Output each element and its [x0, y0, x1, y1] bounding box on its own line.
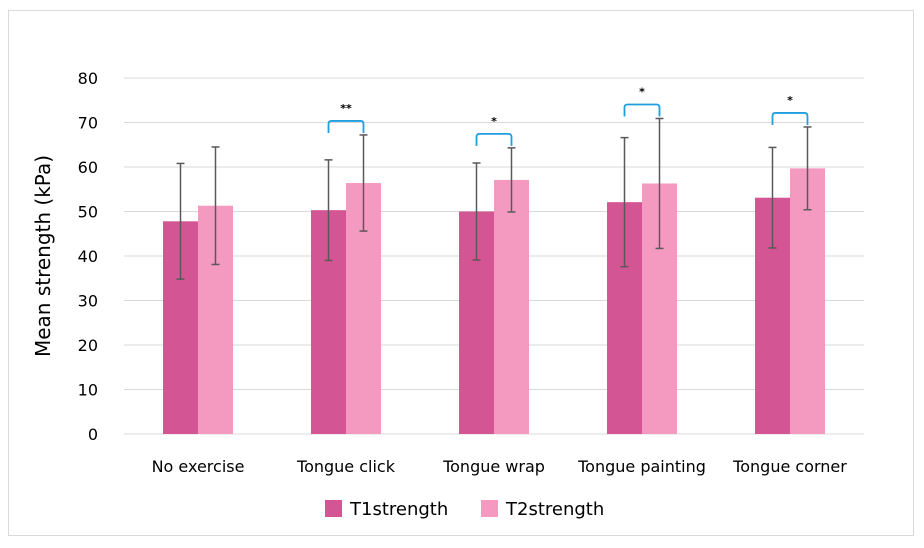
y-tick-label: 50 — [78, 203, 98, 222]
category-label: Tongue click — [296, 457, 396, 476]
y-tick-label: 60 — [78, 158, 98, 177]
y-tick-labels: 0 10 20 30 40 50 60 70 80 — [78, 69, 98, 444]
category-label: Tongue wrap — [442, 457, 545, 476]
bar-t2strength — [494, 179, 529, 434]
y-axis-title: Mean strength (kPa) — [31, 155, 55, 357]
significance-marker: ** — [340, 102, 352, 115]
significance-bracket — [327, 120, 365, 133]
category-label: Tongue painting — [577, 457, 706, 476]
bars — [163, 168, 825, 434]
significance-bracket — [475, 132, 513, 146]
category-label: Tongue corner — [732, 457, 847, 476]
y-tick-label: 0 — [88, 425, 98, 444]
y-tick-label: 20 — [78, 336, 98, 355]
category-label: No exercise — [152, 457, 245, 476]
significance-marker: * — [491, 115, 497, 128]
y-tick-label: 80 — [78, 69, 98, 88]
significance-marker: * — [639, 85, 645, 98]
legend-swatch-t2strength — [481, 500, 498, 517]
legend-label: T1strength — [349, 499, 448, 520]
legend-swatch-t1strength — [325, 500, 342, 517]
y-tick-label: 40 — [78, 247, 98, 266]
significance-brackets: ***** — [327, 85, 809, 146]
significance-marker: * — [787, 94, 793, 107]
y-tick-label: 10 — [78, 381, 98, 400]
legend: T1strength T2strength — [325, 499, 604, 520]
significance-bracket — [623, 103, 661, 117]
y-tick-label: 70 — [78, 114, 98, 133]
legend-label: T2strength — [505, 499, 604, 520]
significance-bracket — [771, 112, 809, 125]
bar-t2strength — [790, 168, 825, 434]
y-tick-label: 30 — [78, 292, 98, 311]
category-labels: No exercise Tongue click Tongue wrap Tongue… — [152, 457, 848, 476]
error-bars — [176, 117, 812, 280]
